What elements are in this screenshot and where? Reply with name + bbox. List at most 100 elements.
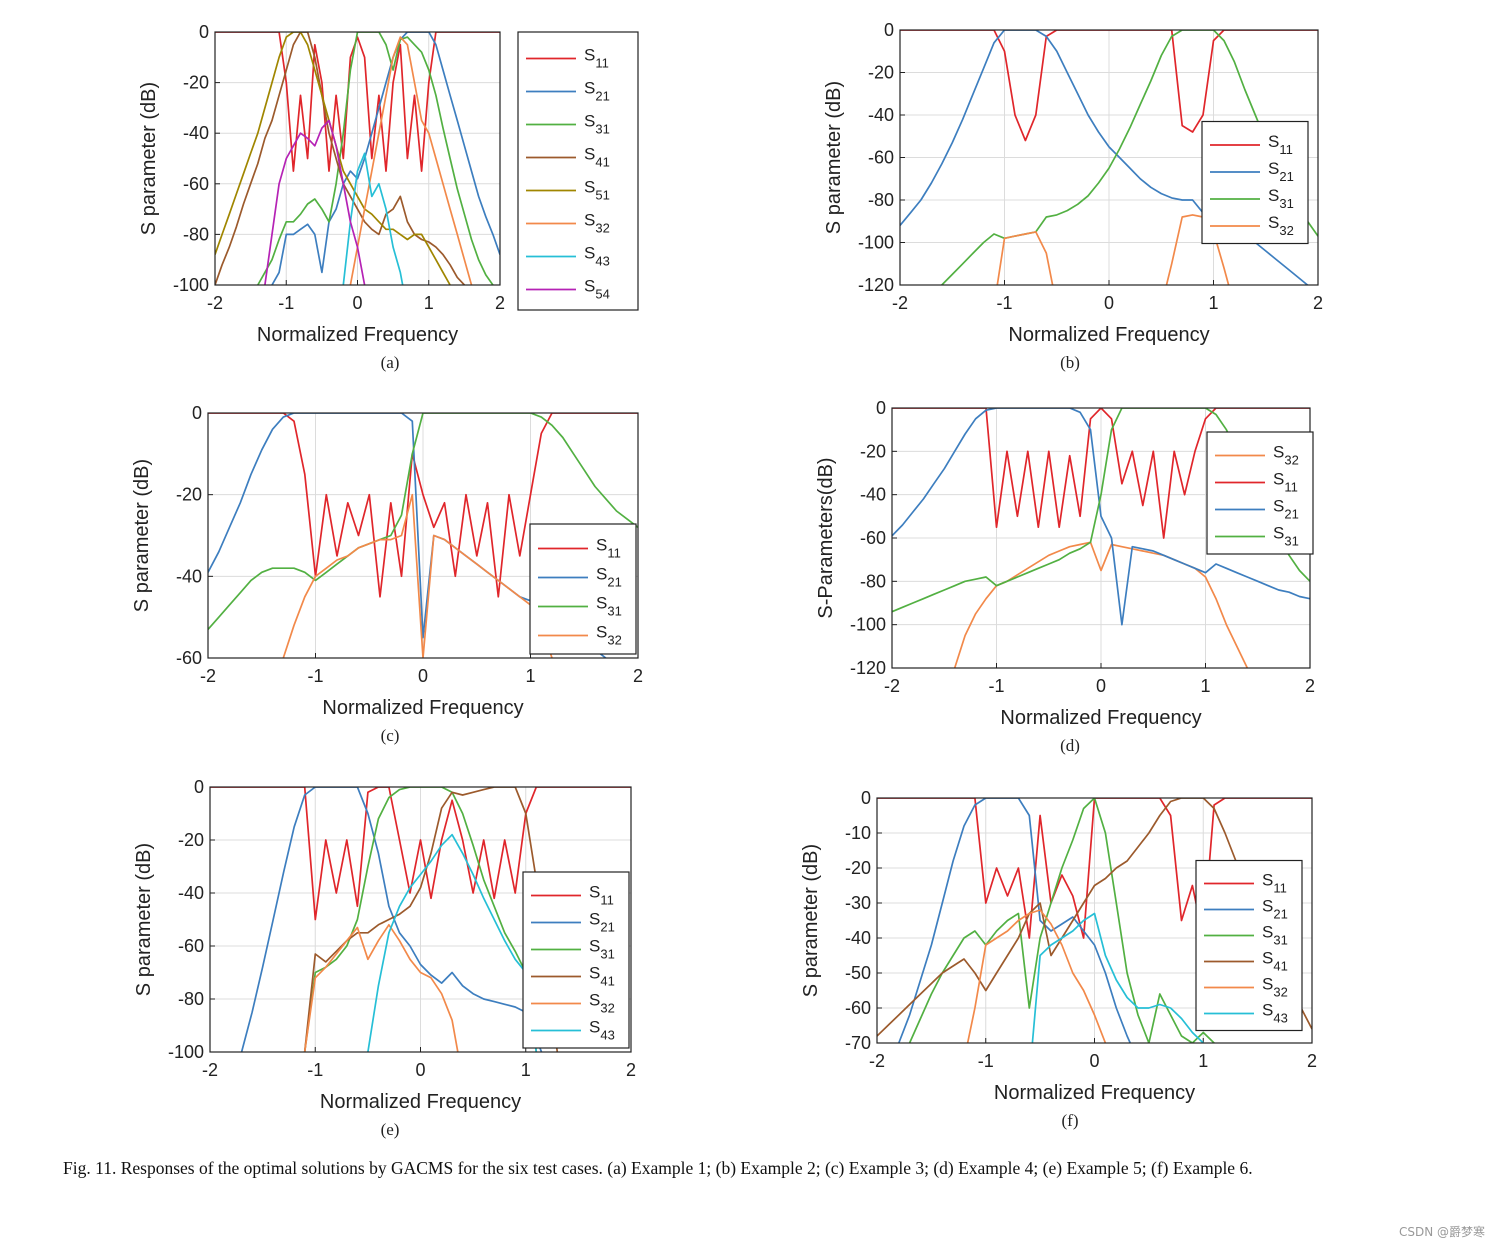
legend-label: S43 xyxy=(1262,1001,1288,1026)
x-tick-label: -1 xyxy=(307,1060,323,1080)
y-tick-label: -40 xyxy=(845,928,871,948)
y-tick-label: -100 xyxy=(858,233,894,253)
series-group xyxy=(215,32,500,285)
series-line xyxy=(908,798,1215,1043)
x-axis-label: Normalized Frequency xyxy=(994,1082,1195,1104)
series-line xyxy=(208,413,638,630)
y-tick-label: -120 xyxy=(850,658,886,678)
y-tick-label: -10 xyxy=(845,823,871,843)
series-line xyxy=(271,32,500,285)
x-tick-label: 0 xyxy=(1104,293,1114,313)
legend-label: S41 xyxy=(1262,949,1288,974)
subplot-label: (c) xyxy=(381,726,400,745)
x-tick-label: -2 xyxy=(207,293,223,313)
axes-frame xyxy=(209,786,632,1053)
legend-label: S11 xyxy=(1262,871,1287,896)
y-tick-label: -60 xyxy=(176,648,202,668)
legend-label: S32 xyxy=(1262,975,1288,1000)
series-line xyxy=(892,408,1310,626)
x-axis-label: Normalized Frequency xyxy=(1008,324,1209,346)
series-line xyxy=(215,32,452,285)
series-line xyxy=(303,787,559,1052)
y-tick-label: -40 xyxy=(868,105,894,125)
y-tick-label: 0 xyxy=(876,398,886,418)
series-line xyxy=(210,787,631,921)
y-tick-label: -20 xyxy=(176,485,202,505)
legend-label: S41 xyxy=(584,145,610,170)
legend-label: S54 xyxy=(584,277,610,302)
legend-label: S31 xyxy=(1268,186,1294,211)
subplot-label: (d) xyxy=(1060,736,1080,755)
legend-label: S11 xyxy=(589,883,614,908)
x-tick-label: 0 xyxy=(418,666,428,686)
x-axis-label: Normalized Frequency xyxy=(322,697,523,719)
y-tick-label: -40 xyxy=(178,883,204,903)
legend-label: S32 xyxy=(596,623,622,648)
legend-label: S21 xyxy=(1273,497,1299,522)
watermark: CSDN @爵梦寒 xyxy=(1398,1225,1485,1239)
y-tick-label: -60 xyxy=(845,998,871,1018)
series-line xyxy=(367,833,538,1052)
series-line xyxy=(240,787,543,1052)
x-tick-label: 1 xyxy=(525,666,535,686)
x-tick-label: -1 xyxy=(307,666,323,686)
series-line xyxy=(264,119,366,285)
axes-frame xyxy=(876,797,1313,1044)
y-tick-label: -120 xyxy=(858,275,894,295)
legend-label: S32 xyxy=(589,991,615,1016)
x-tick-label: 2 xyxy=(1307,1051,1317,1071)
y-tick-label: -20 xyxy=(178,830,204,850)
legend-label: S43 xyxy=(589,1018,615,1043)
y-tick-label: 0 xyxy=(199,22,209,42)
x-tick-label: 1 xyxy=(1200,676,1210,696)
y-tick-label: -80 xyxy=(183,224,209,244)
legend-label: S31 xyxy=(589,937,615,962)
y-tick-label: -100 xyxy=(850,615,886,635)
x-tick-label: -2 xyxy=(200,666,216,686)
series-line xyxy=(897,798,1132,1043)
subplot: -2 -1 0 1 2 -120 -100 -80 -60 -40 -20 0 Normalized F… xyxy=(823,20,1323,372)
axes-frame xyxy=(899,29,1319,286)
x-tick-label: -2 xyxy=(884,676,900,696)
y-tick-label: -20 xyxy=(860,441,886,461)
y-tick-label: 0 xyxy=(194,777,204,797)
legend-box xyxy=(529,523,637,655)
subplot-label: (f) xyxy=(1062,1111,1079,1130)
y-axis-label: S parameter (dB) xyxy=(131,459,153,612)
series-line xyxy=(940,30,1318,285)
x-tick-label: 2 xyxy=(1305,676,1315,696)
y-tick-label: -100 xyxy=(168,1042,204,1062)
legend: S11 S21 S31 S41 S51 S32 S43 S54 xyxy=(517,31,639,311)
legend-label: S21 xyxy=(584,79,610,104)
y-tick-label: 0 xyxy=(884,20,894,40)
x-tick-label: 0 xyxy=(415,1060,425,1080)
series-line xyxy=(215,32,466,285)
x-tick-label: 1 xyxy=(521,1060,531,1080)
x-tick-label: 0 xyxy=(1089,1051,1099,1071)
legend-label: S11 xyxy=(1268,132,1293,157)
series-line xyxy=(208,413,638,598)
y-tick-label: -40 xyxy=(860,485,886,505)
series-line xyxy=(256,32,494,285)
y-tick-label: -30 xyxy=(845,893,871,913)
x-tick-label: -2 xyxy=(892,293,908,313)
y-tick-label: -20 xyxy=(183,73,209,93)
series-group xyxy=(210,787,631,1052)
x-tick-label: -2 xyxy=(202,1060,218,1080)
y-axis-label: S parameter (dB) xyxy=(823,81,845,234)
y-tick-label: -80 xyxy=(860,571,886,591)
x-axis-label: Normalized Frequency xyxy=(257,324,458,346)
y-tick-label: 0 xyxy=(192,403,202,423)
legend-label: S32 xyxy=(1268,213,1294,238)
legend-box xyxy=(1195,859,1303,1032)
series-line xyxy=(966,909,1107,1043)
x-tick-label: -2 xyxy=(869,1051,885,1071)
x-tick-label: 0 xyxy=(1096,676,1106,696)
y-axis-label: S-Parameters(dB) xyxy=(815,457,837,618)
y-tick-label: -70 xyxy=(845,1033,871,1053)
y-tick-label: -100 xyxy=(173,275,209,295)
